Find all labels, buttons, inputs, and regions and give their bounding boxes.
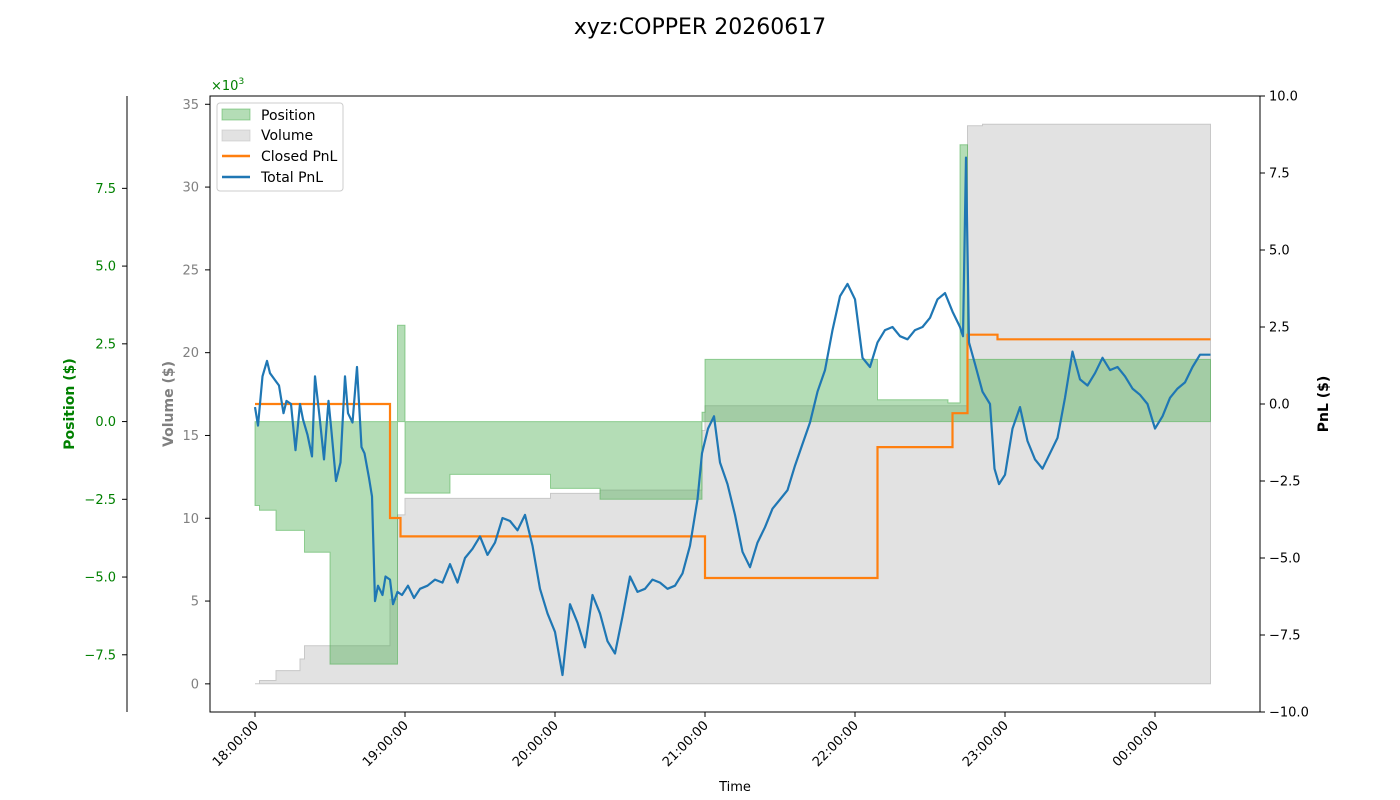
position-axis-scale: ×103 [211, 77, 244, 94]
legend-swatch-volume [221, 129, 251, 142]
position-tick-label: 0.0 [95, 415, 116, 430]
legend-swatch-position [221, 108, 251, 121]
volume-tick-label: 25 [182, 263, 199, 278]
pnl-tick-label: −5.0 [1269, 552, 1301, 567]
pnl-tick-label: −10.0 [1269, 706, 1309, 721]
x-axis: Time 18:00:00 19:00:00 20:00:00 21:00:00 22:… [210, 712, 1162, 795]
line-layer [253, 156, 1211, 677]
pnl-tick-label: 2.5 [1269, 321, 1290, 336]
position-tick-label: 7.5 [95, 182, 116, 197]
x-axis-label: Time [718, 780, 751, 795]
volume-tick-label: 20 [182, 346, 199, 361]
position-tick-label: 2.5 [95, 337, 116, 352]
pnl-tick-label: −2.5 [1269, 475, 1301, 490]
position-axis-scale-base: ×10 [211, 79, 238, 94]
position-tick-label: −7.5 [84, 648, 116, 663]
pnl-tick-label: 5.0 [1269, 244, 1290, 259]
legend-label-volume: Volume [261, 128, 313, 144]
volume-tick-label: 0 [191, 677, 199, 692]
x-tick-label: 19:00:00 [360, 718, 412, 770]
position-area [254, 144, 1211, 665]
x-tick-label: 00:00:00 [1110, 718, 1162, 770]
pnl-axis: PnL ($) −10.0 −7.5 −5.0 −2.5 0.0 2.5 5.0 7.5 10.… [1260, 90, 1332, 721]
total-pnl-line [253, 156, 1211, 677]
position-axis: Position ($) ×103 −7.5 −5.0 −2.5 0.0 2.5 5.0 7… [62, 77, 244, 712]
pnl-tick-label: 7.5 [1269, 167, 1290, 182]
pnl-axis-label: PnL ($) [1316, 376, 1332, 433]
legend-label-closed-pnl: Closed PnL [261, 149, 338, 165]
volume-axis: Volume ($) 0 5 10 15 20 25 30 35 [161, 98, 210, 692]
legend: Position Volume Closed PnL Total PnL [216, 102, 344, 192]
pnl-tick-label: −7.5 [1269, 629, 1301, 644]
volume-tick-label: 15 [182, 429, 199, 444]
closed-pnl-line [255, 333, 1211, 580]
position-axis-scale-exp: 3 [238, 77, 244, 87]
legend-frame [216, 102, 344, 192]
x-tick-label: 23:00:00 [960, 718, 1012, 770]
volume-axis-label: Volume ($) [161, 361, 177, 447]
x-tick-label: 21:00:00 [660, 718, 712, 770]
area-layer [254, 123, 1211, 685]
x-tick-label: 18:00:00 [210, 718, 262, 770]
volume-tick-label: 5 [191, 595, 199, 610]
x-tick-label: 20:00:00 [510, 718, 562, 770]
legend-label-total-pnl: Total PnL [260, 170, 323, 186]
position-tick-label: −2.5 [84, 493, 116, 508]
chart-title: xyz:COPPER 20260617 [574, 15, 826, 40]
volume-tick-label: 35 [182, 98, 199, 113]
position-axis-label: Position ($) [62, 358, 78, 450]
volume-tick-label: 30 [182, 181, 199, 196]
position-tick-label: 5.0 [95, 260, 116, 275]
pnl-tick-label: 0.0 [1269, 398, 1290, 413]
x-tick-label: 22:00:00 [810, 718, 862, 770]
pnl-tick-label: 10.0 [1269, 90, 1298, 105]
volume-tick-label: 10 [182, 512, 199, 527]
position-tick-label: −5.0 [84, 571, 116, 586]
legend-label-position: Position [261, 108, 316, 124]
